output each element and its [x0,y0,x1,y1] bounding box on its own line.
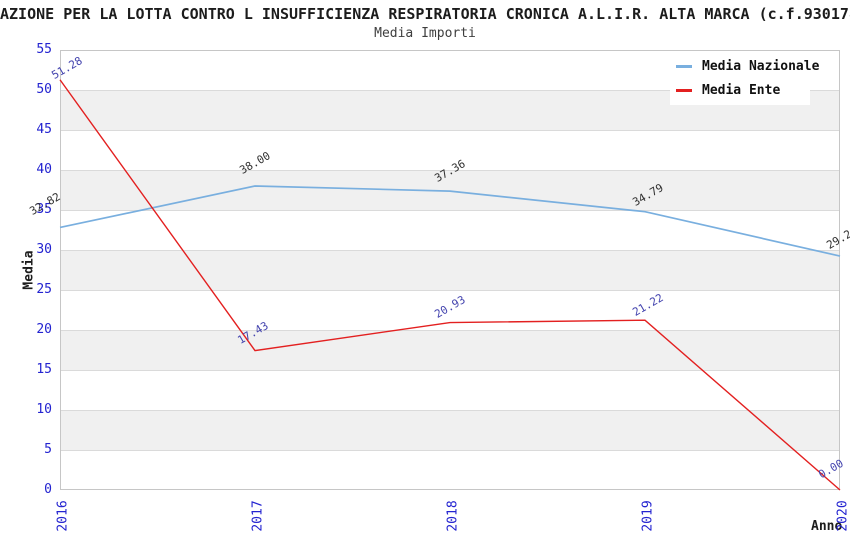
y-tick-label: 45 [36,122,52,137]
media-ente-line-swatch-icon [676,88,692,92]
y-tick-label: 25 [36,282,52,297]
x-tick-label: 2016 [55,500,71,532]
y-tick-label: 5 [44,442,52,457]
x-tick-label: 2017 [250,500,266,532]
y-tick-label: 15 [36,362,52,377]
x-tick-label: 2018 [445,500,461,532]
legend-item-media-nazionale: Media Nazionale [676,59,819,74]
legend-item-media-ente: Media Ente [676,83,810,98]
x-axis-title: Anno [811,519,843,534]
legend: Media Nazionale Media Ente [670,52,819,105]
legend-label-media-ente: Media Ente [702,82,781,98]
chart-lines [59,79,841,491]
y-tick-label: 35 [36,202,52,217]
chart-title-row: AZIONE PER LA LOTTA CONTRO L INSUFFICIEN… [0,4,850,24]
y-tick-label: 10 [36,402,52,417]
x-tick-label: 2020 [835,500,850,532]
y-tick-label: 30 [36,242,52,257]
plot-area [60,50,840,490]
y-tick-label: 55 [36,42,52,57]
x-tick-label: 2019 [640,500,656,532]
chart-title: AZIONE PER LA LOTTA CONTRO L INSUFFICIEN… [0,5,850,23]
series-line-media-ente [59,79,841,491]
y-tick-label: 0 [44,482,52,497]
y-tick-label: 20 [36,322,52,337]
chart-subtitle: Media Importi [374,26,476,41]
media-nazionale-line-swatch-icon [676,65,692,69]
y-tick-label: 40 [36,162,52,177]
y-tick-label: 50 [36,82,52,97]
legend-label-media-nazionale: Media Nazionale [702,59,820,75]
series-line-media-nazionale [59,185,841,257]
